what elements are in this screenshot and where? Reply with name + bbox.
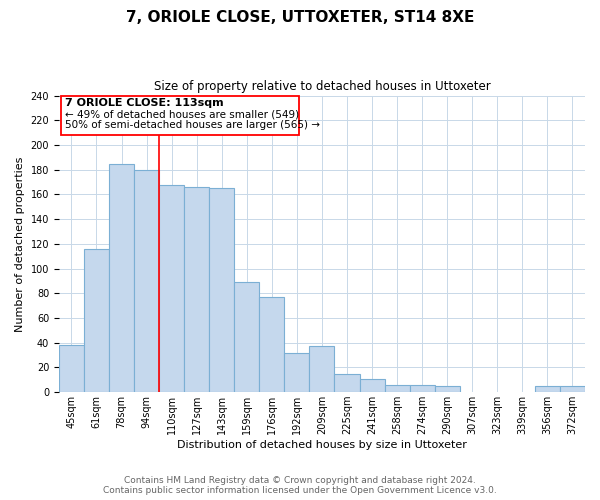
Bar: [535, 386, 560, 392]
Bar: [359, 378, 385, 392]
Bar: [134, 170, 159, 392]
Text: 7, ORIOLE CLOSE, UTTOXETER, ST14 8XE: 7, ORIOLE CLOSE, UTTOXETER, ST14 8XE: [126, 10, 474, 25]
Text: Contains HM Land Registry data © Crown copyright and database right 2024.
Contai: Contains HM Land Registry data © Crown c…: [103, 476, 497, 495]
Text: ← 49% of detached houses are smaller (549): ← 49% of detached houses are smaller (54…: [65, 109, 299, 119]
Bar: [159, 184, 184, 392]
Bar: [184, 187, 209, 392]
Bar: [59, 345, 84, 392]
Text: 7 ORIOLE CLOSE: 113sqm: 7 ORIOLE CLOSE: 113sqm: [65, 98, 224, 108]
Text: 50% of semi-detached houses are larger (565) →: 50% of semi-detached houses are larger (…: [65, 120, 320, 130]
Bar: [334, 374, 359, 392]
FancyBboxPatch shape: [61, 96, 299, 135]
Bar: [385, 385, 410, 392]
Bar: [109, 164, 134, 392]
Bar: [284, 352, 310, 392]
Title: Size of property relative to detached houses in Uttoxeter: Size of property relative to detached ho…: [154, 80, 490, 93]
Bar: [434, 386, 460, 392]
Bar: [410, 385, 434, 392]
Bar: [234, 282, 259, 392]
Y-axis label: Number of detached properties: Number of detached properties: [15, 156, 25, 332]
Bar: [84, 249, 109, 392]
Bar: [259, 297, 284, 392]
Bar: [560, 386, 585, 392]
X-axis label: Distribution of detached houses by size in Uttoxeter: Distribution of detached houses by size …: [177, 440, 467, 450]
Bar: [310, 346, 334, 392]
Bar: [209, 188, 234, 392]
